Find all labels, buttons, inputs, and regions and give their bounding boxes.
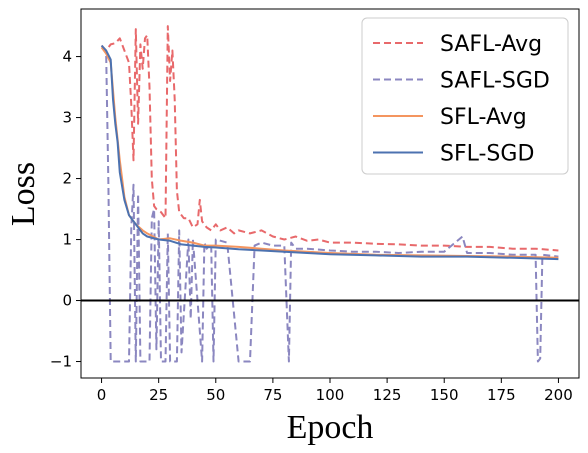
series-line-safl-sgd xyxy=(101,46,559,363)
y-axis-ticks: −1 0 1 2 3 4 xyxy=(50,48,81,371)
x-tick-label: 100 xyxy=(316,386,345,404)
x-axis-title: Epoch xyxy=(287,409,374,446)
x-tick-label: 200 xyxy=(544,386,573,404)
x-tick-label: 0 xyxy=(97,386,107,404)
legend-label-safl-avg: SAFL-Avg xyxy=(440,32,542,57)
series-layer xyxy=(100,25,559,363)
legend-box xyxy=(361,17,569,175)
y-tick-label: 3 xyxy=(62,109,72,127)
x-tick-label: 75 xyxy=(263,386,282,404)
x-tick-label: 150 xyxy=(430,386,459,404)
y-tick-label: 0 xyxy=(62,292,72,310)
x-tick-label: 175 xyxy=(487,386,516,404)
x-tick-label: 25 xyxy=(149,386,168,404)
y-tick-label: 2 xyxy=(62,170,72,188)
legend-label-safl-sgd: SAFL-SGD xyxy=(440,69,550,94)
series-line-safl-avg xyxy=(100,25,559,252)
legend-label-sfl-sgd: SFL-SGD xyxy=(440,142,534,167)
y-tick-label: 1 xyxy=(62,231,72,249)
x-tick-label: 50 xyxy=(206,386,225,404)
y-axis-title: Loss xyxy=(5,162,42,226)
legend: SAFL-Avg SAFL-SGD SFL-Avg SFL-SGD xyxy=(361,17,569,175)
legend-label-sfl-avg: SFL-Avg xyxy=(440,105,527,130)
y-tick-label: −1 xyxy=(50,353,72,371)
series-line-sfl-sgd xyxy=(100,44,559,261)
y-tick-label: 4 xyxy=(62,48,72,66)
x-tick-label: 125 xyxy=(373,386,402,404)
x-axis-ticks: 0 25 50 75 100 125 150 175 200 xyxy=(97,378,573,404)
